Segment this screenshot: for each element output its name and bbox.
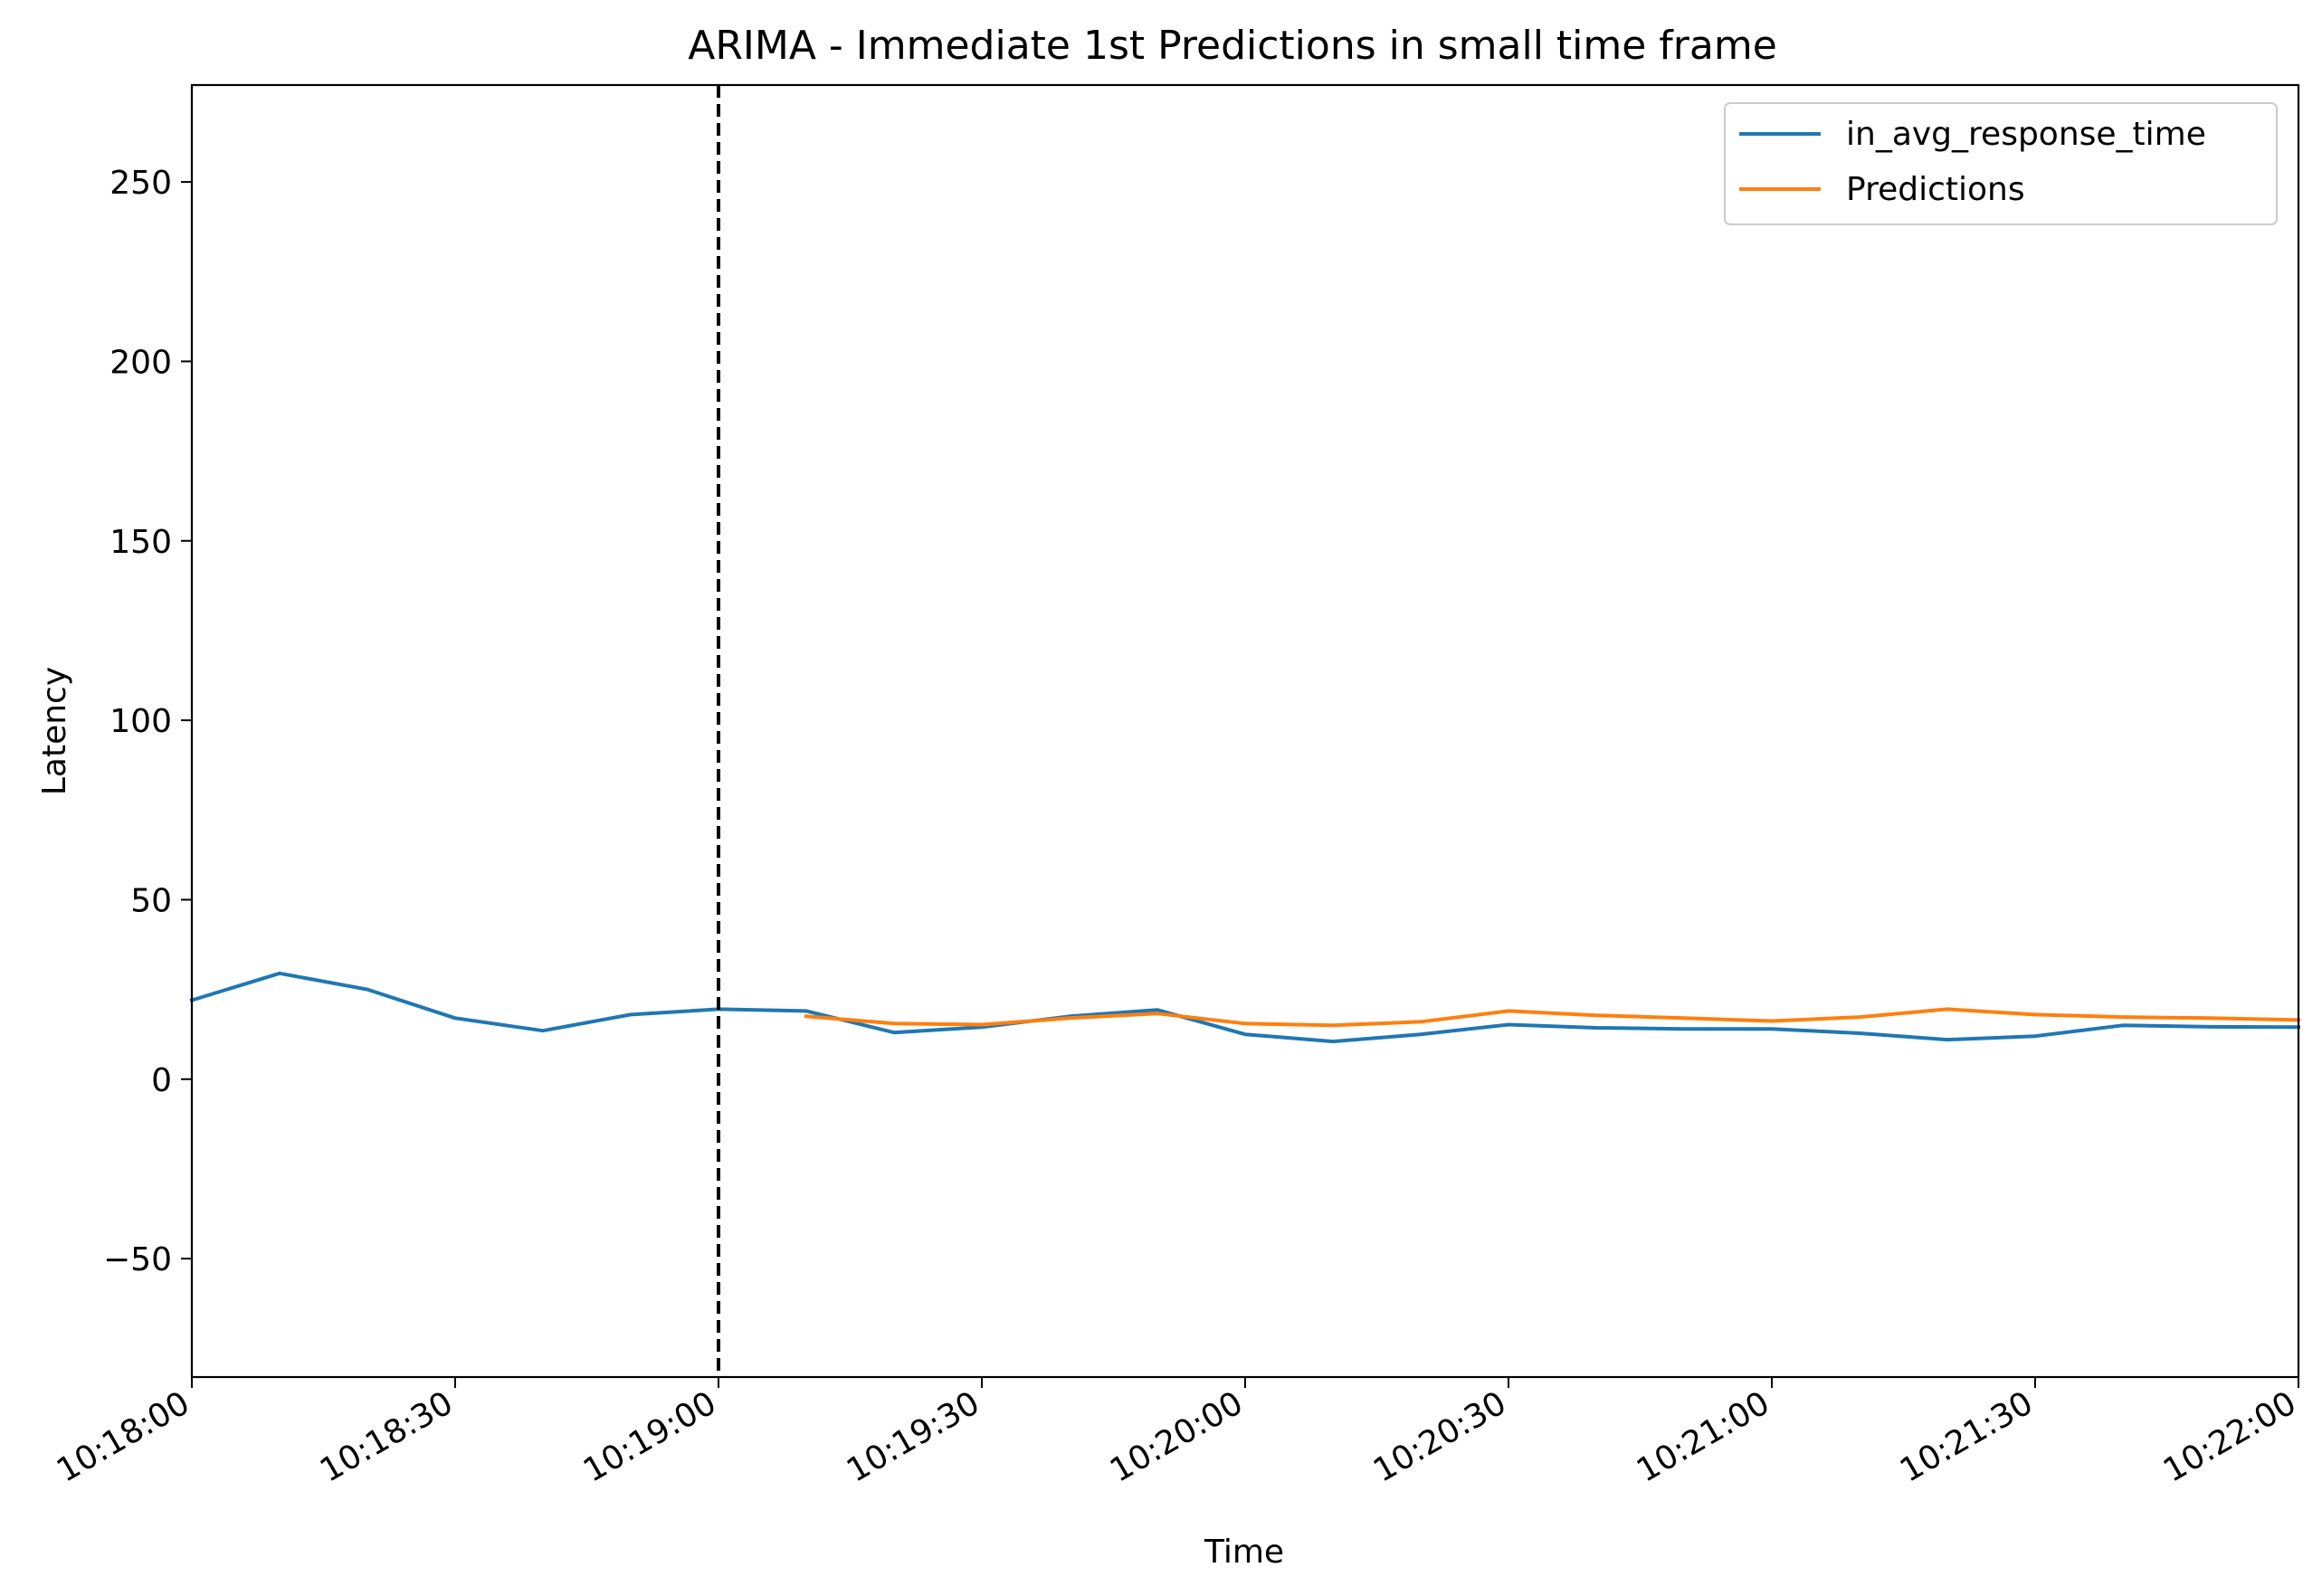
y-axis-ticks: −50 0 50 100 150 200 250 bbox=[103, 165, 192, 1278]
y-tick-label: −50 bbox=[103, 1241, 172, 1278]
y-tick-label: 50 bbox=[130, 882, 172, 919]
y-tick-label: 100 bbox=[109, 703, 172, 740]
series-layer bbox=[189, 971, 2301, 1044]
series-line-in-avg-response-time bbox=[189, 971, 2301, 1044]
x-tick-label: 10:19:30 bbox=[841, 1384, 986, 1489]
legend-label-in-avg-response-time: in_avg_response_time bbox=[1846, 116, 2206, 153]
series-line-predictions bbox=[804, 1007, 2301, 1028]
x-tick-label: 10:18:00 bbox=[51, 1384, 196, 1489]
x-tick-label: 10:20:00 bbox=[1104, 1384, 1250, 1489]
y-axis-label: Latency bbox=[36, 667, 73, 795]
chart-title: ARIMA - Immediate 1st Predictions in sma… bbox=[688, 23, 1777, 69]
x-tick-label: 10:22:00 bbox=[2157, 1384, 2303, 1489]
x-axis-label: Time bbox=[1204, 1534, 1284, 1571]
y-tick-label: 200 bbox=[109, 344, 172, 381]
x-tick-label: 10:21:00 bbox=[1631, 1384, 1776, 1489]
x-tick-label: 10:18:30 bbox=[314, 1384, 460, 1489]
y-tick-label: 0 bbox=[151, 1062, 172, 1099]
plot-frame bbox=[190, 83, 2300, 1379]
y-tick-label: 150 bbox=[109, 524, 172, 561]
legend-label-predictions: Predictions bbox=[1846, 171, 2025, 208]
legend: in_avg_response_time Predictions bbox=[1724, 102, 2278, 225]
x-tick-label: 10:20:30 bbox=[1367, 1384, 1513, 1489]
x-axis-ticks: 10:18:00 10:18:30 10:19:00 10:19:30 10:20:00… bbox=[51, 1377, 2303, 1490]
y-tick-label: 250 bbox=[109, 165, 172, 202]
x-tick-label: 10:19:00 bbox=[577, 1384, 723, 1489]
x-tick-label: 10:21:30 bbox=[1894, 1384, 2040, 1489]
plot-area bbox=[189, 83, 2301, 1379]
legend-box bbox=[1724, 102, 2278, 225]
